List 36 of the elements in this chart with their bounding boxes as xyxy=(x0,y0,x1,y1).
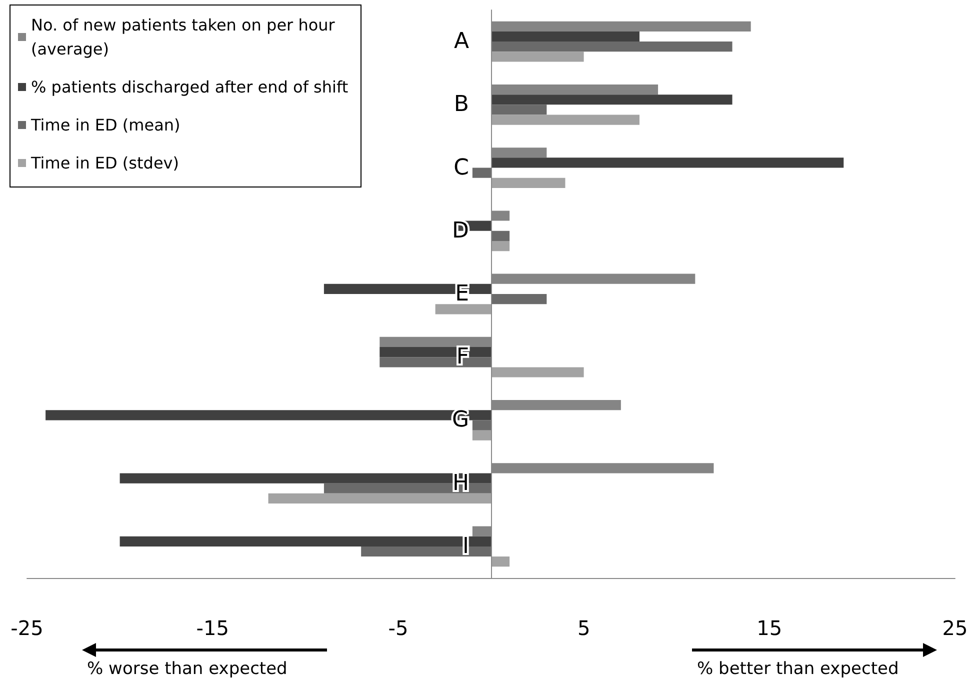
bar xyxy=(491,367,584,378)
legend-label: No. of new patients taken on per hour (average) xyxy=(31,16,340,58)
y-tick-label: C xyxy=(454,155,469,180)
x-tick-label: -25 xyxy=(10,616,44,640)
bar xyxy=(435,304,491,314)
bar xyxy=(491,31,640,42)
text: % better than expected xyxy=(697,659,899,679)
x-tick-label: 25 xyxy=(942,616,968,640)
x-tick-label: -15 xyxy=(196,616,229,640)
legend-label: Time in ED (stdev) xyxy=(30,154,179,172)
bar xyxy=(472,430,491,440)
legend-label: Time in ED (mean) xyxy=(30,116,180,134)
bar xyxy=(491,94,732,105)
y-tick-label: H xyxy=(452,470,469,496)
y-tick-label: B xyxy=(454,92,469,118)
bar xyxy=(472,168,491,178)
bar xyxy=(491,230,510,241)
x-tick-label: -5 xyxy=(388,616,408,640)
y-tick-label: I xyxy=(462,534,469,559)
bar xyxy=(491,114,640,125)
bar xyxy=(491,294,547,304)
bar xyxy=(491,240,510,252)
bar xyxy=(491,104,547,115)
y-tick-label: A xyxy=(454,29,469,54)
bar xyxy=(491,42,732,52)
bar xyxy=(491,52,584,62)
bar xyxy=(491,158,844,168)
bar xyxy=(268,493,491,504)
bar xyxy=(491,178,566,188)
y-tick-label: F xyxy=(456,344,469,370)
legend-label: % patients discharged after end of shift xyxy=(31,78,348,96)
x-tick-label: 15 xyxy=(756,616,782,640)
x-tick-label: 5 xyxy=(577,616,590,640)
bar xyxy=(491,556,510,567)
bar xyxy=(472,420,491,430)
text: % worse than expected xyxy=(87,659,288,679)
